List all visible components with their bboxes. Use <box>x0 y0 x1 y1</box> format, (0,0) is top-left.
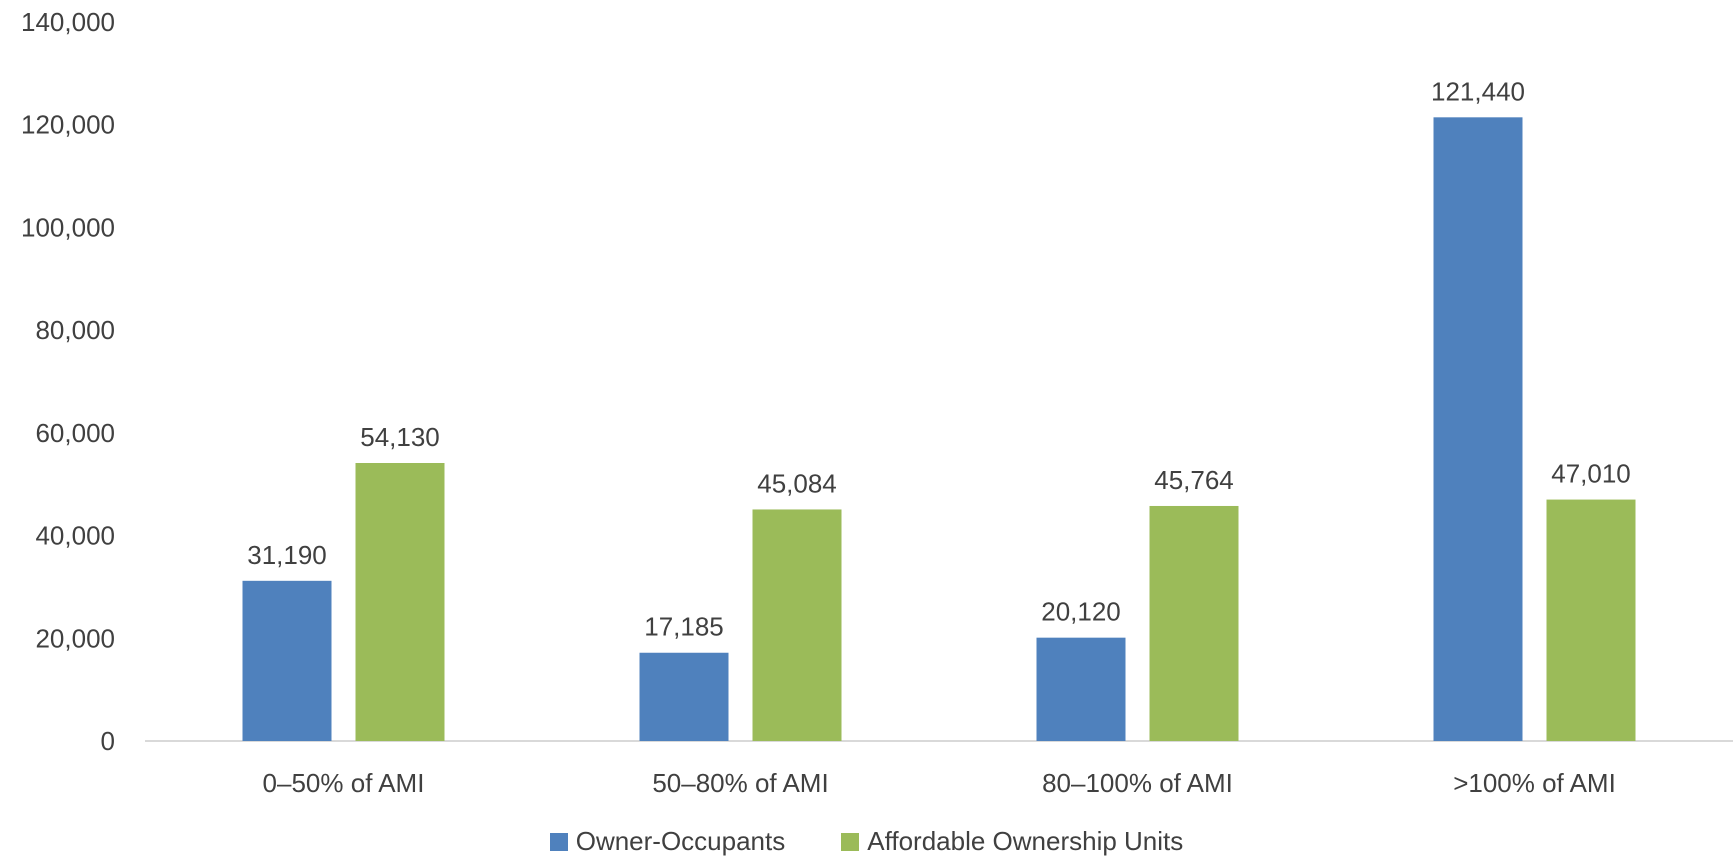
y-tick-label: 140,000 <box>21 7 115 37</box>
bar-chart: 0 20,000 40,000 60,000 80,000 100,000 120,000 1… <box>21 7 1733 798</box>
legend-swatch-affordable-ownership-units <box>841 832 860 851</box>
x-tick-label: 80–100% of AMI <box>1042 768 1233 798</box>
legend-item-affordable-ownership-units: Affordable Ownership Units <box>841 826 1183 857</box>
bar <box>639 652 729 741</box>
legend-item-owner-occupants: Owner-Occupants <box>549 826 786 857</box>
bar <box>1036 637 1126 741</box>
data-label: 54,130 <box>360 422 440 452</box>
x-tick-label: 0–50% of AMI <box>263 768 425 798</box>
bar <box>242 580 332 741</box>
data-label: 121,440 <box>1431 76 1525 106</box>
y-tick-label: 40,000 <box>35 521 115 551</box>
y-tick-label: 120,000 <box>21 110 115 140</box>
legend-label-affordable-ownership-units: Affordable Ownership Units <box>867 826 1184 856</box>
data-label: 17,185 <box>644 612 724 642</box>
legend-label-owner-occupants: Owner-Occupants <box>575 826 786 856</box>
y-tick-label: 20,000 <box>35 623 115 653</box>
legend-swatch-owner-occupants <box>549 832 568 851</box>
x-tick-label: >100% of AMI <box>1453 768 1616 798</box>
bar <box>355 463 445 741</box>
y-tick-label: 80,000 <box>35 315 115 345</box>
data-label: 31,190 <box>247 540 327 570</box>
bar <box>1546 499 1636 741</box>
y-tick-label: 60,000 <box>35 418 115 448</box>
data-label: 45,764 <box>1154 465 1234 495</box>
data-label: 45,084 <box>757 468 837 498</box>
y-tick-label: 100,000 <box>21 212 115 242</box>
x-tick-label: 50–80% of AMI <box>652 768 828 798</box>
y-tick-label: 0 <box>101 726 115 756</box>
bar <box>752 509 842 741</box>
bar <box>1433 117 1523 742</box>
data-label: 20,120 <box>1041 597 1121 627</box>
legend: Owner-Occupants Affordable Ownership Uni… <box>0 826 1733 857</box>
bar <box>1149 505 1239 741</box>
data-label: 47,010 <box>1551 459 1631 489</box>
